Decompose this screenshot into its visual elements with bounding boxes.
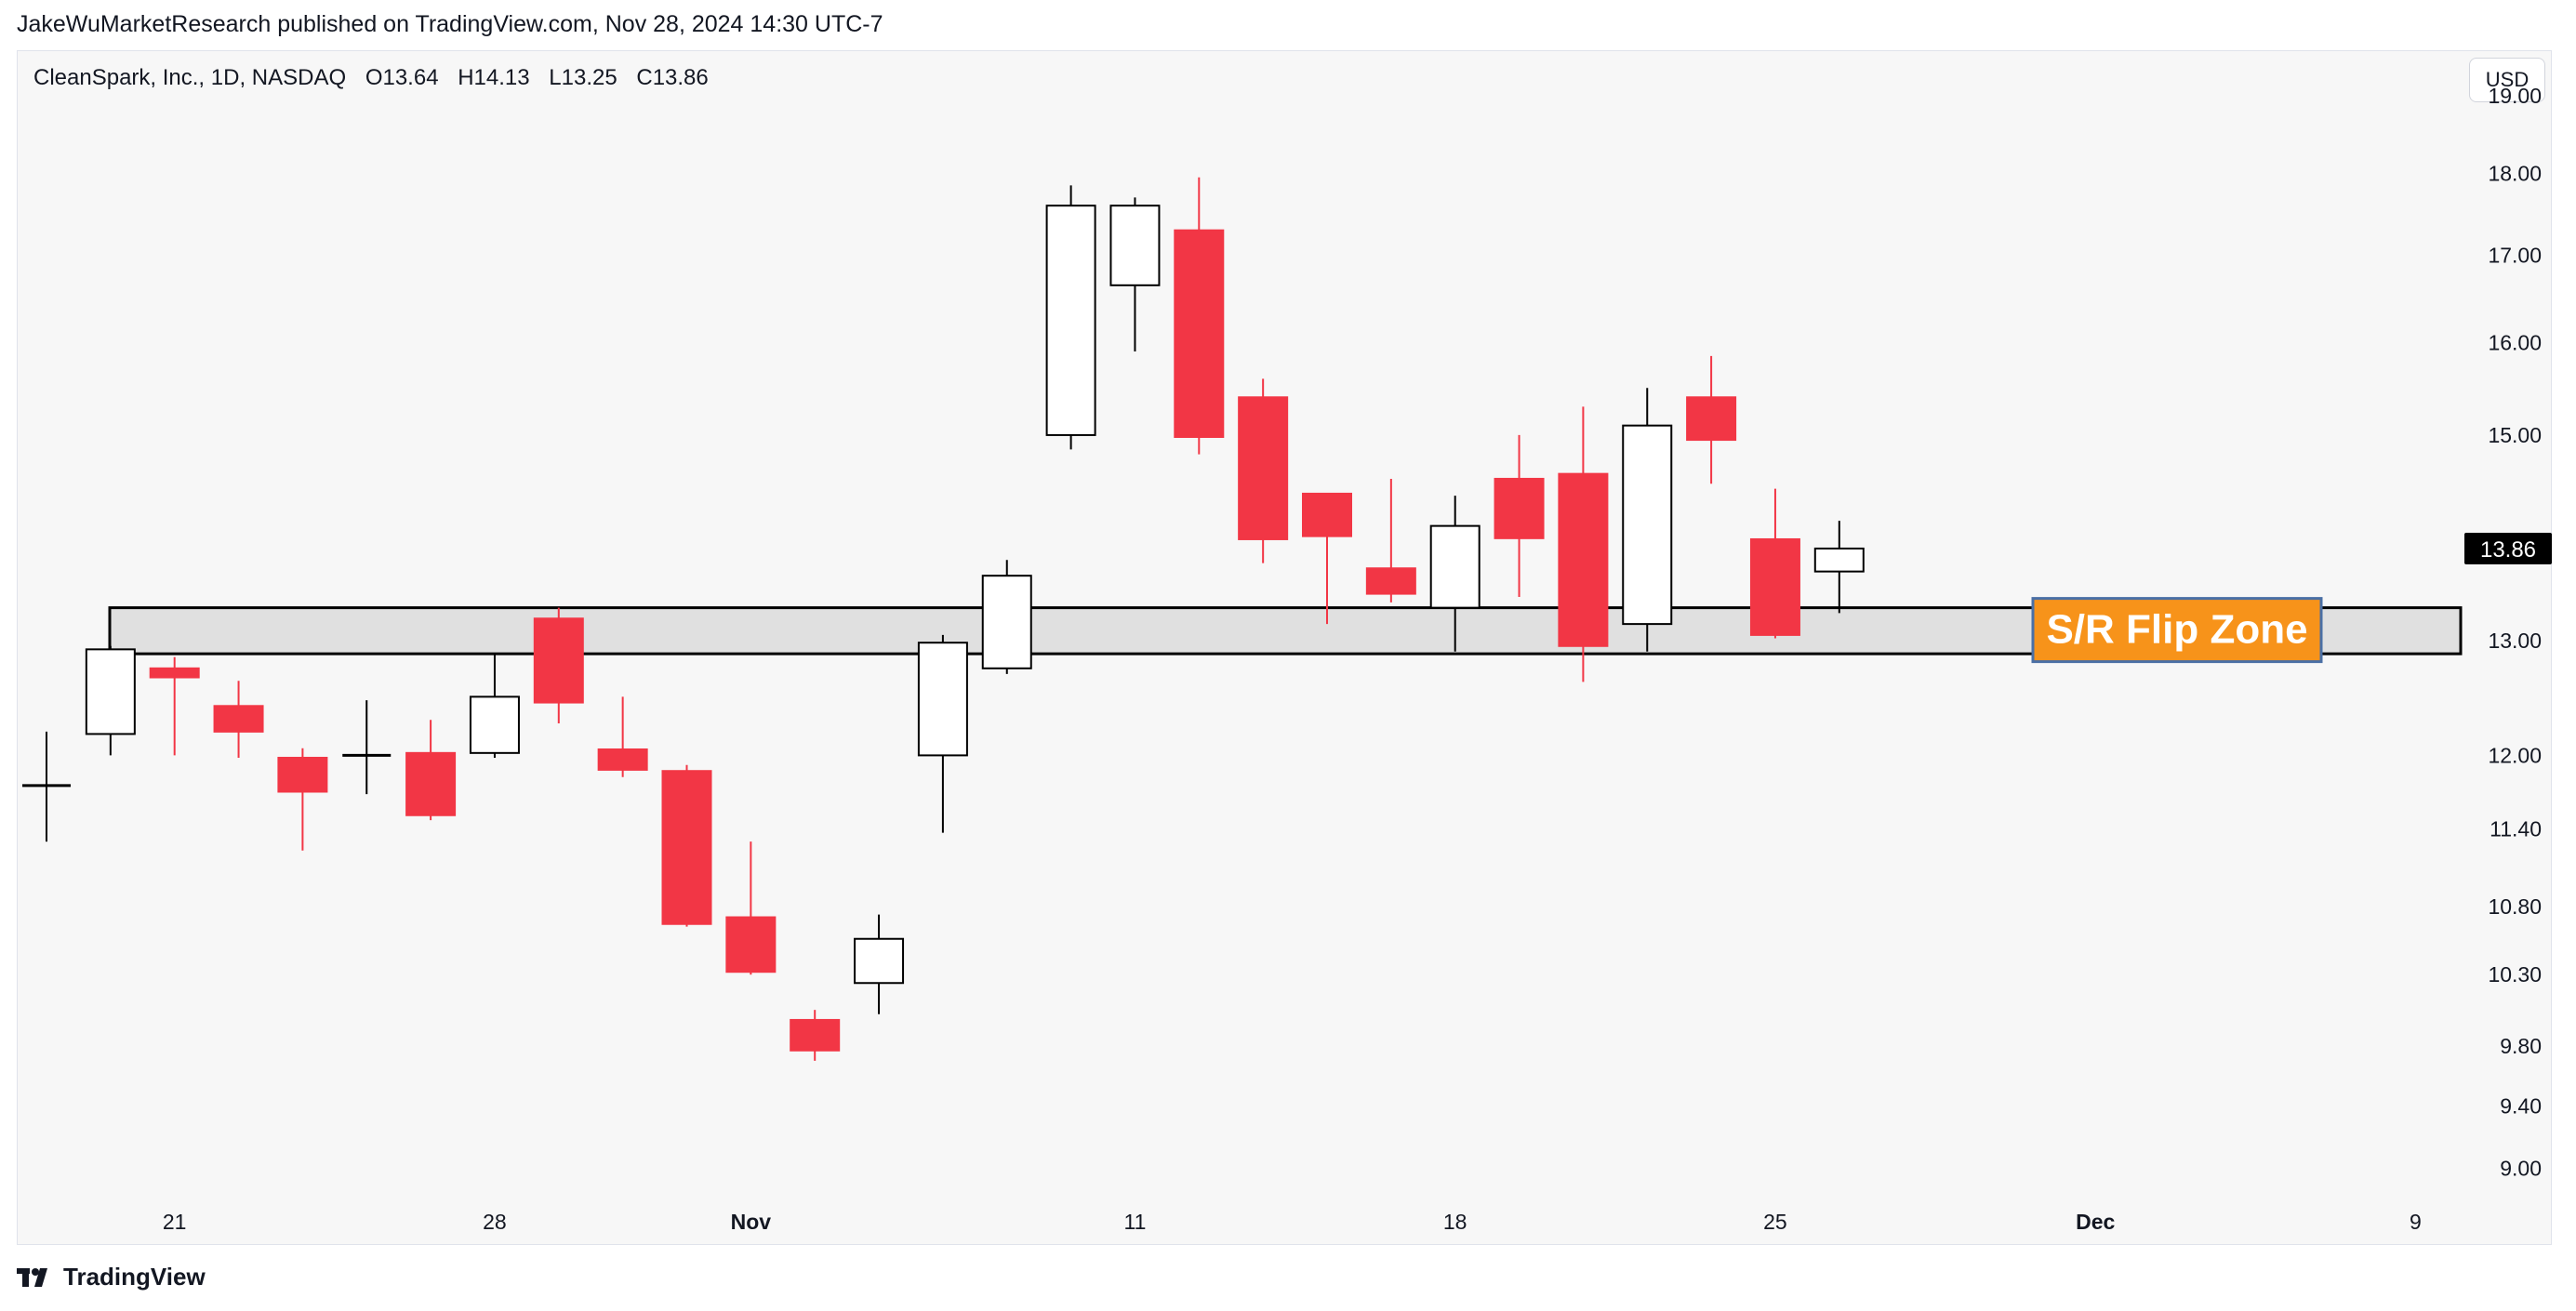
symbol-legend[interactable]: CleanSpark, Inc., 1D, NASDAQ O13.64 H14.… [33, 65, 722, 91]
currency-button[interactable]: USD [2469, 58, 2545, 102]
price-axis-tick-label: 9.40 [2500, 1093, 2542, 1118]
candle-body [854, 937, 905, 985]
candle-body [277, 756, 328, 793]
candle-body [1365, 567, 1416, 595]
price-axis-tick-label: 18.00 [2488, 161, 2542, 185]
time-axis-tick-label: 9 [2410, 1210, 2422, 1234]
legend-close: C13.86 [636, 65, 709, 90]
brand-name: TradingView [63, 1263, 206, 1291]
time-axis-tick-label: 18 [1443, 1210, 1467, 1234]
time-axis-tick-label: 25 [1763, 1210, 1787, 1234]
candle-body [1558, 472, 1609, 647]
candle-body [1622, 424, 1673, 626]
price-axis-tick-label: 15.00 [2488, 423, 2542, 447]
price-axis-tick-label: 13.00 [2488, 629, 2542, 653]
candle-body [1174, 229, 1225, 438]
tradingview-logo[interactable]: TradingView [17, 1263, 206, 1291]
price-axis-tick-label: 10.80 [2488, 894, 2542, 919]
time-axis-tick-label: Dec [2076, 1210, 2115, 1234]
candle-body [1109, 205, 1161, 286]
price-axis-tick-label: 19.00 [2488, 84, 2542, 108]
candle-body [917, 642, 968, 757]
candlestick-chart[interactable]: 19.00 18.00 17.00 16.00 15.00 13.00 12.00 11.40… [0, 0, 2576, 1246]
price-axis-tick-label: 11.40 [2490, 817, 2542, 841]
candle-body [1813, 547, 1865, 573]
candle-body [213, 705, 264, 733]
publisher-line: JakeWuMarketResearch published on Tradin… [17, 11, 883, 37]
candle-body [1045, 205, 1096, 436]
zone-label-box [2031, 597, 2323, 664]
time-axis-tick-label: 21 [163, 1210, 187, 1234]
price-axis-tick-label: 9.00 [2500, 1157, 2542, 1181]
last-price-label: 13.86 [2480, 537, 2536, 563]
candle-body [405, 751, 457, 816]
candle-body [725, 916, 777, 973]
price-axis-tick-label: 17.00 [2488, 244, 2542, 268]
candle-body [1494, 477, 1545, 539]
time-axis-tick-label: 11 [1124, 1210, 1147, 1234]
last-price-tag [2464, 532, 2552, 564]
candle-body [790, 1018, 841, 1052]
candle-body [1749, 537, 1800, 636]
candle-body [661, 770, 712, 925]
time-axis-tick-label: 28 [483, 1210, 507, 1234]
candle-body [981, 575, 1032, 669]
candle-body [597, 748, 648, 771]
price-axis-tick-label: 10.30 [2488, 962, 2542, 987]
legend-open: O13.64 [365, 65, 439, 90]
price-axis-tick-label: 16.00 [2488, 330, 2542, 354]
tradingview-logo-icon [17, 1267, 47, 1287]
candle-body [1238, 396, 1289, 540]
legend-high: H14.13 [458, 65, 530, 90]
price-axis-tick-label: 12.00 [2488, 743, 2542, 767]
legend-low: L13.25 [549, 65, 617, 90]
price-axis-tick-label: 9.80 [2500, 1034, 2542, 1058]
legend-symbol: CleanSpark, Inc., 1D, NASDAQ [33, 65, 347, 90]
time-axis-tick-label: Nov [731, 1210, 772, 1234]
zone-label-text: S/R Flip Zone [2046, 607, 2307, 653]
candle-body [1429, 524, 1481, 609]
candle-body [149, 667, 200, 679]
candle-body [469, 695, 520, 754]
candle-body [533, 617, 584, 704]
candle-body [85, 648, 136, 735]
candle-body [1302, 492, 1352, 537]
candle-body [1686, 396, 1737, 442]
